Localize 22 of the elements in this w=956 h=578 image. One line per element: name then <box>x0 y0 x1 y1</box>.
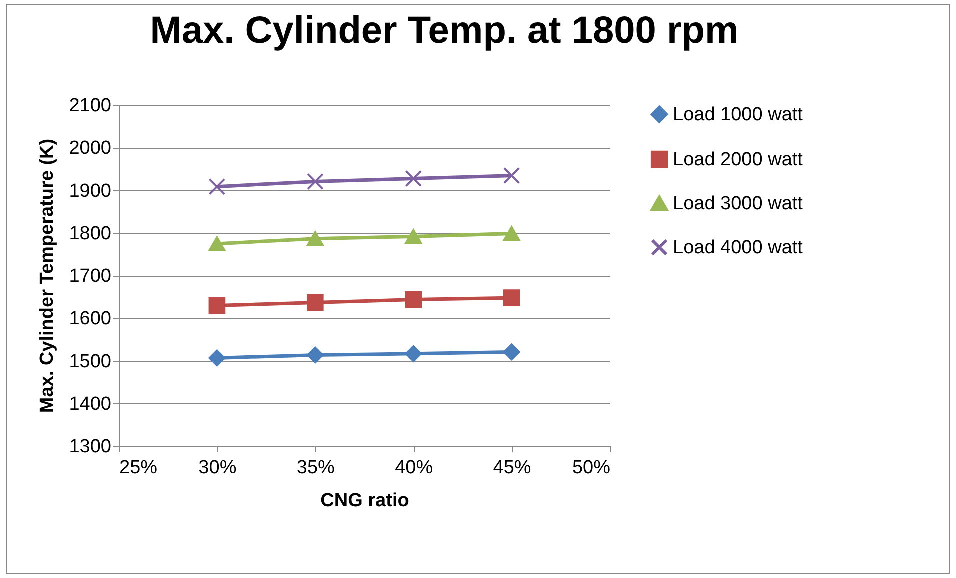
x-tick-label: 40% <box>395 458 434 478</box>
y-tick-label: 1400 <box>69 394 112 415</box>
y-tick-label: 2000 <box>69 138 112 160</box>
chart-title: Max. Cylinder Temp. at 1800 rpm <box>150 10 739 52</box>
x-axis-title: CNG ratio <box>320 490 410 512</box>
legend-label: Load 2000 watt <box>673 150 804 170</box>
x-tick-label: 45% <box>493 458 532 478</box>
legend-label: Load 4000 watt <box>673 238 804 258</box>
x-tick-label: 25% <box>120 458 158 478</box>
legend-label: Load 3000 watt <box>673 194 804 214</box>
y-axis-title: Max. Cylinder Temperature (K) <box>37 138 58 414</box>
y-tick-label: 2100 <box>69 96 112 116</box>
x-tick-label: 35% <box>296 458 336 478</box>
legend-label: Load 1000 watt <box>673 104 804 126</box>
y-tick-label: 1900 <box>69 180 112 202</box>
y-tick-label: 1300 <box>69 436 112 458</box>
y-tick-label: 1700 <box>69 266 112 287</box>
x-tick-label: 50% <box>572 458 611 478</box>
y-tick-label: 1500 <box>69 351 112 372</box>
x-tick-label: 30% <box>198 458 237 478</box>
y-tick-label: 1600 <box>69 308 112 330</box>
y-tick-label: 1800 <box>69 223 112 244</box>
